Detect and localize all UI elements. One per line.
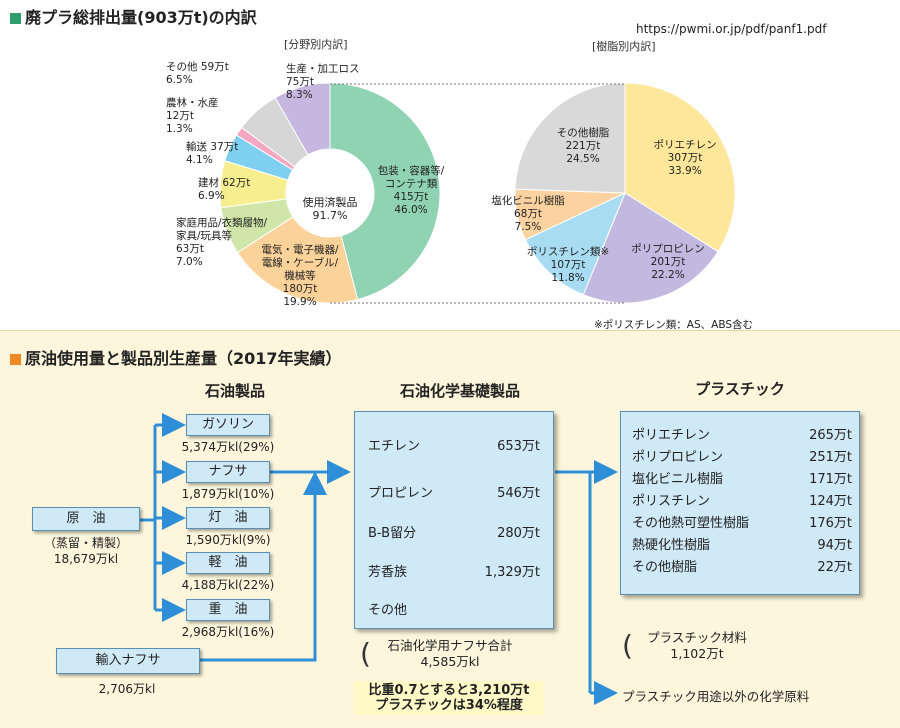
petrochem-name-bb: B-B留分 [368, 526, 417, 541]
col-header-plastic: プラスチック [695, 380, 785, 398]
pie2-label-pvc: 塩化ビニル樹脂 68万t 7.5% [491, 195, 565, 233]
plastic-row: ポリプロピレン 251万t [632, 446, 852, 468]
product-heavyoil-box: 重 油 [186, 599, 270, 621]
product-kerosene-amount: 1,590万kl(9%) [185, 533, 271, 547]
pie2-slice-4 [514, 82, 626, 194]
petrochem-amount-bb: 280万t [497, 526, 540, 541]
plastic-list: ポリエチレン 265万t ポリプロピレン 251万t 塩化ビニル樹脂 171万t ポリ… [632, 424, 852, 578]
naphtha-note-line2: プラスチックは34%程度 [375, 698, 523, 713]
pie1-slice-7 [274, 82, 331, 156]
pie2-slice-0 [624, 82, 736, 253]
plastic-material-line2: 1,102万t [670, 646, 724, 661]
petrochem-amount-propylene: 546万t [497, 486, 540, 501]
plastic-material-line1: プラスチック材料 [647, 630, 747, 645]
plastic-row: 塩化ビニル樹脂 171万t [632, 468, 852, 490]
pie1-center-label: 使用済製品 91.7% [302, 196, 358, 222]
flow-title: 原油使用量と製品別生産量（2017年実績） [10, 345, 342, 369]
naphtha-note: 比重0.7とすると3,210万t プラスチックは34%程度 [354, 681, 544, 715]
pie2-title: [樹脂別内訳] [592, 40, 656, 53]
petrochem-amount-aromatics: 1,329万t [484, 565, 540, 580]
pie2-slice-1 [582, 192, 719, 304]
pie1-label-electric: 電気・電子機器/ 電線・ケーブル/ 機械等 180万t 19.9% [261, 244, 339, 308]
product-naphtha-amount: 1,879万kl(10%) [181, 487, 275, 501]
pie1-label-agri: 農林・水産 12万t 1.3% [166, 97, 219, 135]
plastic-name: その他樹脂 [632, 560, 698, 575]
plastic-amount: 124万t [809, 494, 852, 509]
bracket-open: ( [360, 637, 371, 670]
crude-oil-amount: 18,679万kl [53, 552, 119, 566]
flow-title-text: 原油使用量と製品別生産量（2017年実績） [25, 349, 342, 368]
col-header-petroleum: 石油製品 [204, 382, 265, 400]
plastic-row: ポリスチレン 124万t [632, 490, 852, 512]
plastic-amount: 251万t [809, 450, 852, 465]
green-square-icon [10, 13, 21, 24]
pie2-label-pe: ポリエチレン 307万t 33.9% [653, 139, 717, 177]
plastic-amount: 94万t [817, 538, 852, 553]
pie1-slice-0 [329, 82, 441, 301]
naphtha-total: ( 石油化学用ナフサ合計 4,585万kl [360, 638, 540, 670]
plastic-name: 塩化ビニル樹脂 [632, 472, 724, 487]
plastic-row: その他熱可塑性樹脂 176万t [632, 512, 852, 534]
petrochem-name-aromatics: 芳香族 [368, 565, 408, 580]
product-kerosene-box: 灯 油 [186, 507, 270, 529]
product-gasoil-box: 軽 油 [186, 552, 270, 574]
product-gasoil-amount: 4,188万kl(22%) [181, 578, 275, 592]
chem-raw-label: プラスチック用途以外の化学原料 [622, 689, 810, 704]
pie1-label-transport: 輸送 37万t 4.1% [186, 141, 239, 166]
pie1-title: [分野別内訳] [284, 38, 348, 51]
plastic-amount: 171万t [809, 472, 852, 487]
pie2-label-ps: ポリスチレン類※ 107万t 11.8% [526, 246, 610, 284]
top-title-text: 廃プラ総排出量(903万t)の内訳 [25, 8, 257, 27]
plastic-row: ポリエチレン 265万t [632, 424, 852, 446]
plastic-amount: 176万t [809, 516, 852, 531]
col-header-petrochem: 石油化学基礎製品 [399, 382, 520, 400]
plastic-name: ポリエチレン [632, 428, 711, 443]
plastic-material-total: ( プラスチック材料 1,102万t [622, 630, 772, 662]
bracket-open: ( [622, 629, 633, 662]
product-naphtha-box: ナフサ [186, 461, 270, 483]
plastic-name: その他熱可塑性樹脂 [632, 516, 750, 531]
pie2-note: ※ポリスチレン類：AS、ABS含む [594, 319, 754, 331]
pie2-slice-2 [524, 192, 626, 296]
plastic-name: ポリプロピレン [632, 450, 724, 465]
petrochem-name-propylene: プロピレン [368, 486, 434, 501]
pie1-label-household: 家庭用品/衣類履物/ 家具/玩具等 63万t 7.0% [176, 217, 268, 268]
pie1-label-other: その他 59万t 6.5% [166, 61, 229, 86]
pie1-chart [219, 82, 736, 304]
plastic-amount: 22万t [817, 560, 852, 575]
crude-oil-sub: （蒸留・精製） [43, 536, 128, 550]
plastic-amount: 265万t [809, 428, 852, 443]
petrochem-amount-ethylene: 653万t [497, 439, 540, 454]
plastic-name: 熱硬化性樹脂 [632, 538, 711, 553]
pie1-label-packaging: 包装・容器等/ コンテナ類 415万t 46.0% [377, 165, 445, 216]
naphtha-total-line2: 4,585万kl [420, 654, 480, 669]
naphtha-note-line1: 比重0.7とすると3,210万t [368, 683, 530, 698]
pie1-label-building: 建材 62万t 6.9% [198, 177, 251, 202]
product-heavyoil-amount: 2,968万kl(16%) [181, 625, 275, 639]
pie2-label-other: その他樹脂 221万t 24.5% [556, 127, 610, 165]
source-url[interactable]: https://pwmi.or.jp/pdf/panf1.pdf [636, 22, 827, 36]
petrochem-box [354, 411, 554, 629]
product-gasoline-box: ガソリン [186, 414, 270, 436]
orange-square-icon [10, 354, 21, 365]
import-naphtha-amount: 2,706万kl [98, 682, 156, 696]
top-section-title: 廃プラ総排出量(903万t)の内訳 [10, 4, 257, 28]
crude-oil-box: 原 油 [32, 507, 140, 531]
product-gasoline-amount: 5,374万kl(29%) [181, 440, 275, 454]
petrochem-name-other: その他 [368, 603, 408, 618]
import-naphtha-box: 輸入ナフサ [56, 648, 200, 674]
pie1-slice-1 [236, 216, 359, 304]
plastic-row: その他樹脂 22万t [632, 556, 852, 578]
plastic-row: 熱硬化性樹脂 94万t [632, 534, 852, 556]
plastic-name: ポリスチレン [632, 494, 711, 509]
petrochem-name-ethylene: エチレン [368, 439, 421, 454]
naphtha-total-line1: 石油化学用ナフサ合計 [387, 638, 513, 653]
pie1-label-loss: 生産・加工ロス 75万t 8.3% [286, 63, 360, 101]
plastic-box [620, 411, 860, 595]
pie2-label-pp: ポリプロピレン 201万t 22.2% [631, 243, 705, 281]
